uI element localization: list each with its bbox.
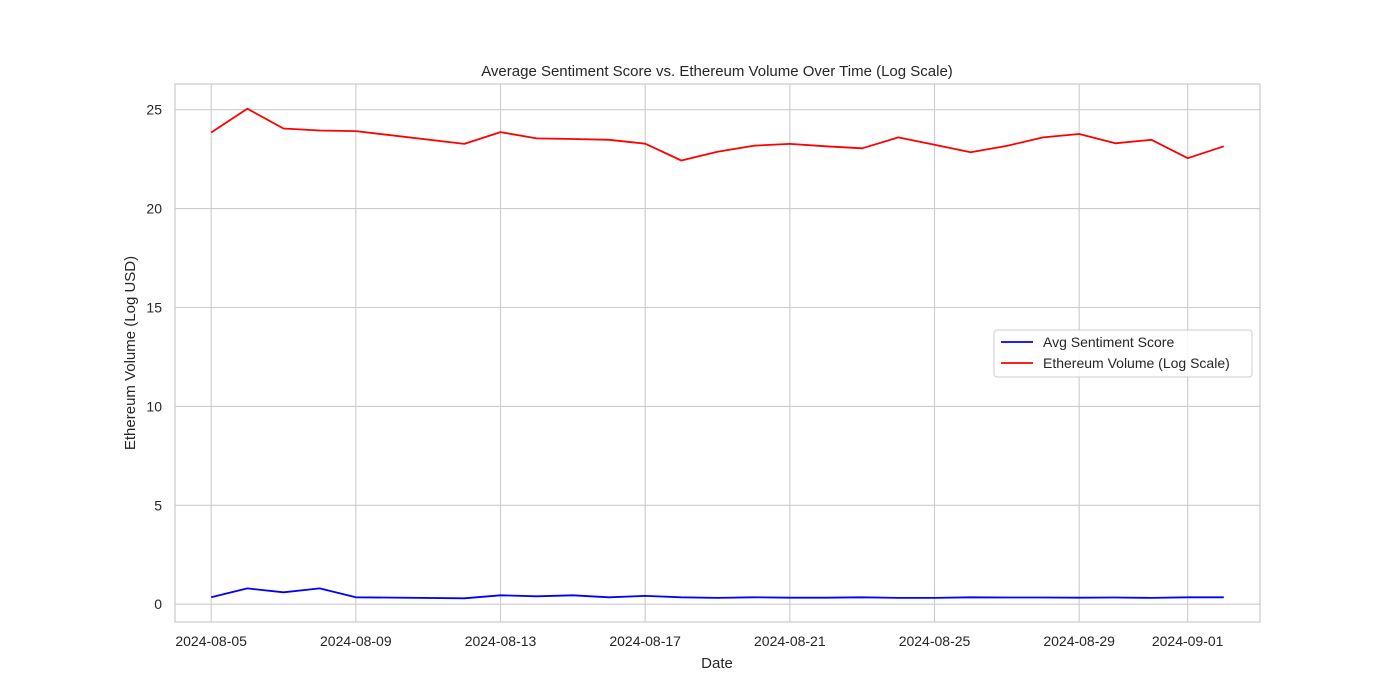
y-tick-label: 5: [154, 497, 162, 513]
y-axis-label: Ethereum Volume (Log USD): [122, 256, 139, 450]
y-tick-labels: 0 5 10 15 20 25: [146, 102, 162, 612]
chart-title: Average Sentiment Score vs. Ethereum Vol…: [481, 63, 953, 80]
legend: Avg Sentiment Score Ethereum Volume (Log…: [993, 329, 1253, 378]
y-tick-label: 20: [146, 201, 162, 217]
y-tick-label: 10: [146, 398, 162, 414]
x-tick-label: 2024-08-21: [754, 633, 826, 649]
x-tick-labels: 2024-08-05 2024-08-09 2024-08-13 2024-08-17…: [175, 633, 1223, 649]
x-tick-label: 2024-09-01: [1152, 633, 1224, 649]
y-tick-label: 25: [146, 102, 162, 118]
y-tick-label: 15: [146, 300, 162, 316]
plot-frame: [174, 83, 1261, 623]
x-tick-label: 2024-08-17: [609, 633, 681, 649]
legend-frame: [993, 329, 1253, 378]
legend-label-sentiment: Avg Sentiment Score: [1043, 334, 1174, 350]
legend-label-volume: Ethereum Volume (Log Scale): [1043, 355, 1230, 371]
x-tick-label: 2024-08-13: [465, 633, 537, 649]
series-line-ethereum-volume: [210, 107, 1225, 162]
x-tick-label: 2024-08-29: [1043, 633, 1115, 649]
y-tick-label: 0: [154, 596, 162, 612]
x-tick-label: 2024-08-05: [175, 633, 247, 649]
series-layer: [210, 107, 1225, 600]
x-tick-label: 2024-08-09: [320, 633, 392, 649]
x-tick-label: 2024-08-25: [899, 633, 971, 649]
x-axis-label: Date: [701, 655, 733, 672]
series-line-avg-sentiment: [210, 587, 1224, 600]
